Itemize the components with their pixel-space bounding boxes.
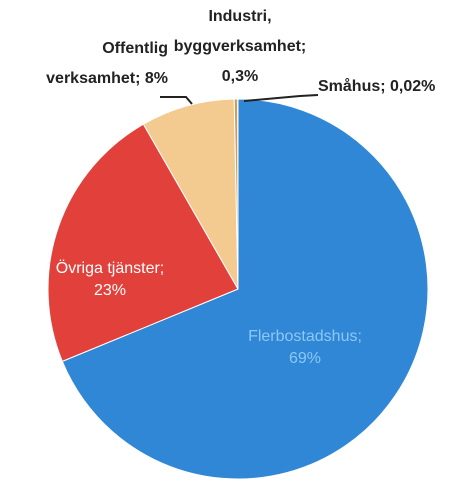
pie-slice — [142, 98, 239, 290]
value-label: 69% — [288, 350, 322, 367]
slice-label: Offentlig verksamhet; 8% — [8, 34, 168, 94]
value-label: 0,02% — [390, 78, 436, 95]
category-label: Offentlig verksamhet; — [46, 40, 168, 87]
slice-label: Övriga tjänster; 23% — [40, 258, 180, 302]
category-label: Industri, byggverksamhet; — [173, 8, 307, 55]
leader-line — [160, 96, 193, 105]
slice-label: Industri, byggverksamhet; 0,3% — [155, 2, 325, 92]
value-label: 23% — [93, 282, 127, 299]
category-label: Övriga tjänster; — [55, 260, 165, 277]
pie-slice — [47, 123, 239, 363]
pie-slice — [61, 98, 429, 480]
value-label: 0,3% — [221, 68, 259, 85]
category-label: Flerbostadshus; — [248, 328, 362, 345]
slice-label: Flerbostadshus; 69% — [230, 326, 380, 370]
value-label: 8% — [144, 70, 168, 87]
category-label: Småhus; — [318, 78, 386, 95]
slice-label: Småhus; 0,02% — [318, 72, 466, 102]
leader-line — [243, 94, 319, 102]
